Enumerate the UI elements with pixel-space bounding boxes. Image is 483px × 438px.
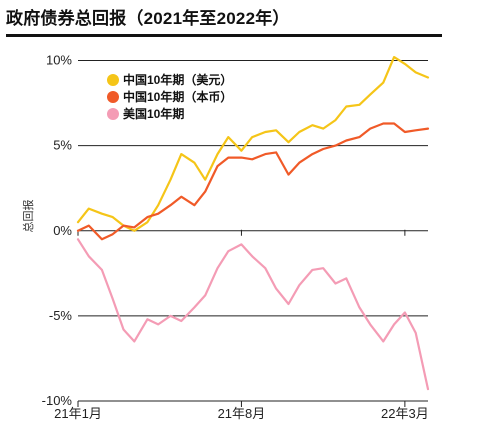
series-lines [76, 55, 430, 391]
x-tick-label: 21年1月 [54, 406, 102, 421]
legend-marker [107, 108, 119, 120]
y-tick-label: 0% [53, 223, 72, 238]
y-tick-label: -10% [42, 393, 73, 408]
series-line-2 [76, 122, 430, 241]
legend-label: 中国10年期（美元） [123, 72, 232, 87]
x-tick-label: 22年3月 [381, 406, 429, 421]
chart-title: 政府债券总回报（2021年至2022年） [6, 9, 290, 28]
y-tick-label: 5% [53, 138, 72, 153]
legend-label: 中国10年期（本币） [123, 89, 232, 104]
legend-marker [107, 91, 119, 103]
series-line-1 [76, 55, 430, 232]
y-tick-label: 10% [46, 53, 72, 68]
legend-marker [107, 74, 119, 86]
series-line-3 [76, 238, 430, 391]
legend: 中国10年期（美元） 中国10年期（本币） 美国10年期 [107, 72, 232, 121]
y-axis-label: 总回报 [21, 200, 35, 233]
x-tick-label: 21年8月 [218, 406, 266, 421]
x-tick-labels: 21年1月 21年8月 22年3月 [54, 406, 429, 421]
title-rule [6, 34, 442, 37]
y-tick-labels: 10% 5% 0% -5% -10% [42, 53, 73, 408]
legend-label: 美国10年期 [123, 106, 184, 121]
y-tick-label: -5% [49, 308, 73, 323]
